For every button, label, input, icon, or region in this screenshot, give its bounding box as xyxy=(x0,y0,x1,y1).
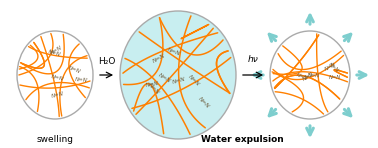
Text: N=N: N=N xyxy=(296,72,308,81)
Text: N=N: N=N xyxy=(145,81,159,88)
Text: N=N: N=N xyxy=(172,76,186,85)
Text: N=N: N=N xyxy=(302,71,315,82)
Text: hν: hν xyxy=(248,56,259,65)
Text: Water expulsion: Water expulsion xyxy=(201,135,284,144)
Text: N=N: N=N xyxy=(50,74,64,82)
Text: N=N: N=N xyxy=(197,96,210,109)
Ellipse shape xyxy=(17,31,93,119)
Text: N=N: N=N xyxy=(74,77,88,83)
Text: N=N: N=N xyxy=(166,48,181,57)
Text: N=N: N=N xyxy=(47,49,61,57)
Text: N=N: N=N xyxy=(147,82,161,95)
Text: N=N: N=N xyxy=(50,44,64,56)
Text: N=N: N=N xyxy=(68,65,82,74)
Text: N=N: N=N xyxy=(324,62,338,72)
Text: N=N: N=N xyxy=(51,91,65,99)
Text: N=N: N=N xyxy=(327,62,340,74)
Text: N=N: N=N xyxy=(152,53,166,64)
Ellipse shape xyxy=(120,11,236,139)
Text: N=N: N=N xyxy=(187,74,200,87)
Text: swelling: swelling xyxy=(37,135,73,144)
Ellipse shape xyxy=(270,31,350,119)
Text: N=N: N=N xyxy=(329,75,341,80)
Text: N=N: N=N xyxy=(157,72,172,84)
Text: H₂O: H₂O xyxy=(98,58,115,66)
Text: N=N: N=N xyxy=(308,73,320,78)
